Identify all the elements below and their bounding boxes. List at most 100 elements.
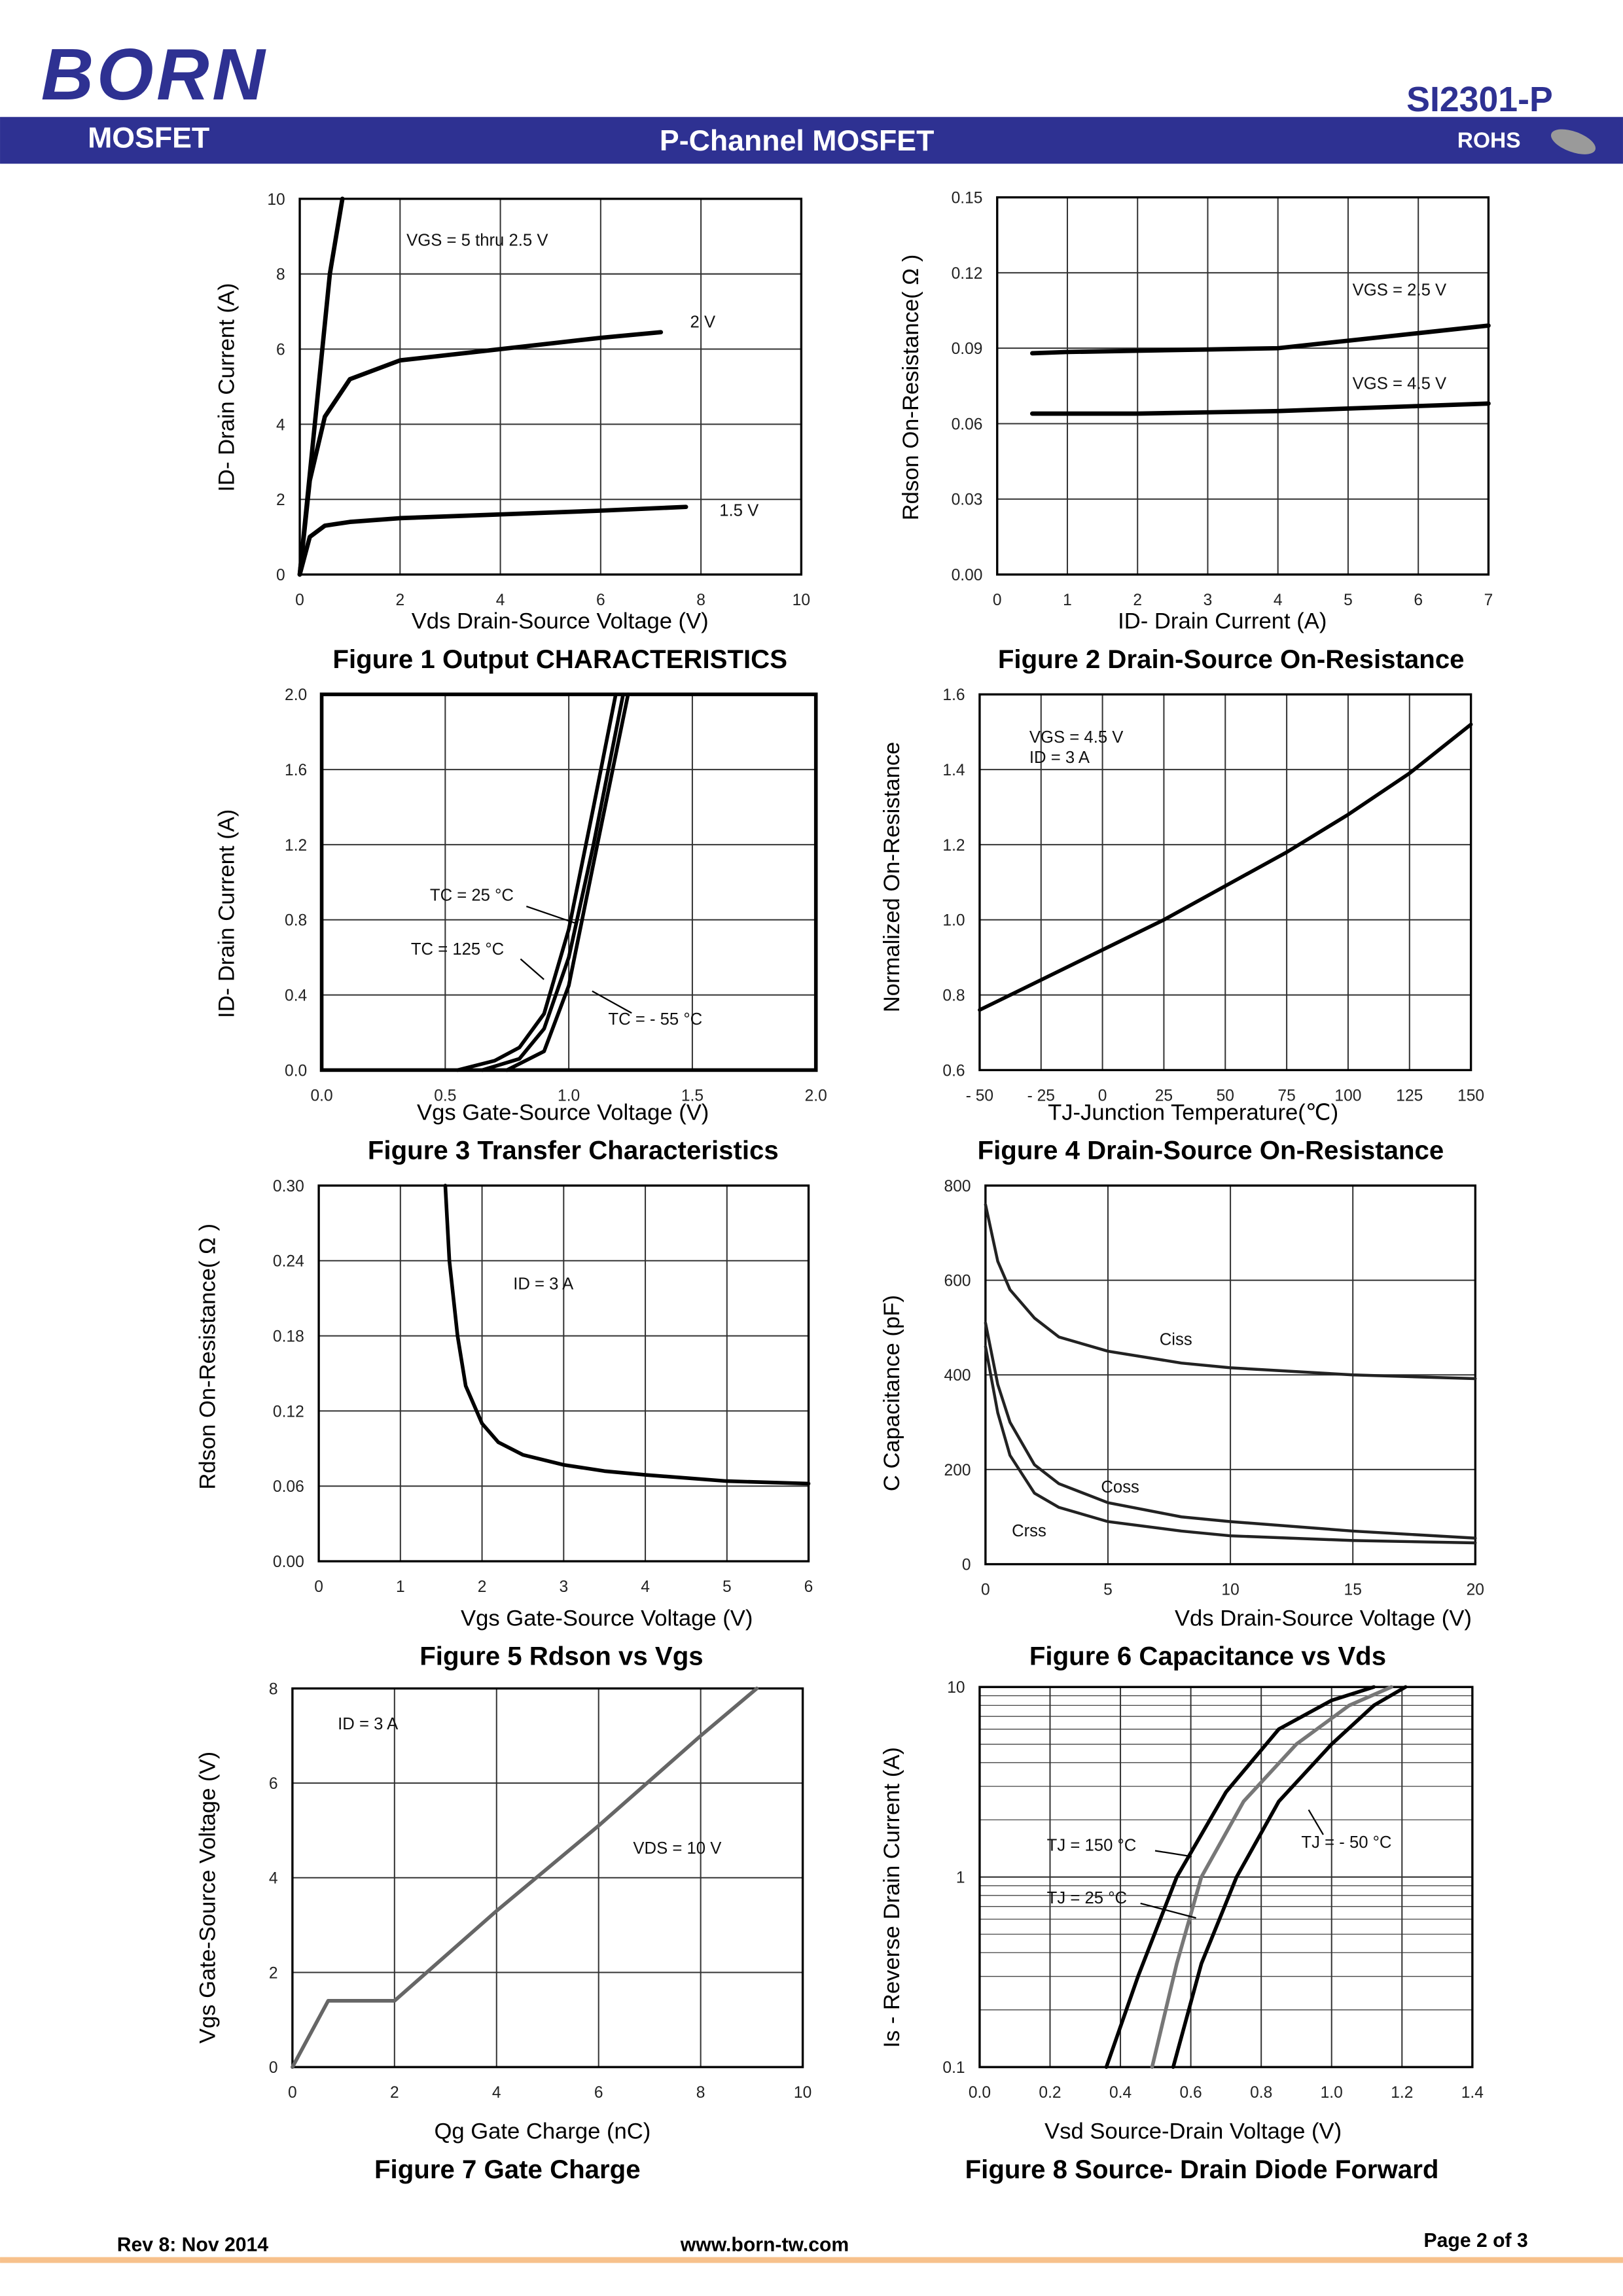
x-axis-label: Vgs Gate-Source Voltage (V)	[461, 1606, 753, 1631]
y-axis-label: ID- Drain Current (A)	[214, 283, 239, 491]
x-tick-label: 20	[1467, 1581, 1484, 1598]
y-axis-label: ID- Drain Current (A)	[214, 809, 239, 1018]
y-tick-label: 1.6	[285, 762, 307, 779]
curve-label: 2 V	[690, 313, 716, 331]
y-tick-label: 2.0	[285, 686, 307, 704]
y-tick-label: 0	[269, 2059, 278, 2077]
x-tick-label: 5	[1344, 592, 1353, 609]
y-tick-label: 0.12	[273, 1403, 304, 1421]
x-tick-label: 0	[314, 1578, 323, 1596]
part-number: SI2301-P	[1406, 80, 1553, 119]
y-tick-label: 0.24	[273, 1253, 304, 1271]
x-tick-label: 2.0	[805, 1087, 827, 1104]
y-tick-label: 2	[276, 491, 285, 509]
x-tick-label: 5	[1103, 1581, 1113, 1598]
x-tick-label: 3	[559, 1578, 568, 1596]
y-tick-label: 6	[276, 341, 285, 359]
curve	[984, 1345, 1477, 1545]
curve	[455, 692, 618, 1072]
curve	[291, 1686, 759, 2069]
y-tick-label: 0.03	[952, 491, 983, 509]
curve-label: TC = 25 °C	[430, 886, 514, 904]
plot-border	[291, 1687, 804, 2068]
y-tick-label: 0.8	[942, 987, 965, 1005]
x-tick-label: 4	[496, 592, 505, 609]
chart-title: Figure 6 Capacitance vs Vds	[1029, 1642, 1386, 1671]
x-tick-label: 0.5	[434, 1087, 456, 1104]
x-tick-label: 0	[295, 592, 304, 609]
x-axis-label: Vgs Gate-Source Voltage (V)	[417, 1100, 709, 1125]
y-tick-label: 8	[276, 266, 285, 284]
curve-label: VGS = 5 thru 2.5 V	[406, 231, 548, 249]
x-tick-label: 6	[594, 2084, 603, 2102]
y-tick-label: 1.2	[285, 837, 307, 855]
y-tick-label: 0	[962, 1557, 971, 1574]
header-center: P-Channel MOSFET	[660, 125, 934, 157]
y-tick-label: 4	[269, 1870, 278, 1888]
leader-line	[1154, 1850, 1192, 1858]
y-tick-label: 400	[944, 1367, 971, 1385]
annotation: VGS = 4.5 V	[1029, 728, 1124, 747]
x-tick-label: 1.2	[1391, 2084, 1413, 2102]
y-tick-label: 800	[944, 1178, 971, 1195]
footer-line	[0, 2257, 1623, 2263]
chart-title: Figure 4 Drain-Source On-Resistance	[978, 1136, 1444, 1165]
x-tick-label: 4	[641, 1578, 650, 1596]
chart-title: Figure 5 Rdson vs Vgs	[419, 1642, 703, 1671]
leader-line	[1140, 1902, 1196, 1919]
curve	[505, 692, 630, 1072]
y-tick-label: 0.8	[285, 912, 307, 930]
y-tick-label: 6	[269, 1775, 278, 1793]
plot-border	[984, 1184, 1476, 1566]
x-tick-label: 10	[793, 592, 810, 609]
header-bar	[0, 116, 1623, 164]
x-axis-label: Vds Drain-Source Voltage (V)	[1175, 1606, 1472, 1631]
footer-rev: Rev 8: Nov 2014	[117, 2234, 269, 2256]
curve	[978, 722, 1473, 1012]
x-tick-label: 0	[288, 2084, 297, 2102]
curve-label: VGS = 2.5 V	[1353, 281, 1447, 299]
x-tick-label: 0.2	[1039, 2084, 1061, 2102]
x-tick-label: - 50	[966, 1087, 993, 1104]
y-tick-label: 10	[267, 191, 285, 209]
plot-border	[978, 693, 1472, 1072]
x-tick-label: 10	[1221, 1581, 1239, 1598]
x-tick-label: 6	[596, 592, 605, 609]
y-tick-label: 1.0	[942, 912, 965, 930]
x-axis-label: TJ-Junction Temperature(℃)	[1048, 1100, 1338, 1125]
x-tick-label: 0.8	[1250, 2084, 1272, 2102]
x-tick-label: 6	[1414, 592, 1423, 609]
annotation: ID = 3 A	[1029, 749, 1090, 767]
curve	[1171, 1685, 1408, 2069]
x-axis-label: ID- Drain Current (A)	[1118, 609, 1327, 634]
curve	[1104, 1685, 1376, 2069]
header-right: ROHS	[1457, 129, 1521, 153]
x-tick-label: 1	[1063, 592, 1072, 609]
annotation: ID = 3 A	[513, 1275, 574, 1294]
x-tick-label: 0	[981, 1581, 990, 1598]
y-axis-label: Rdson On-Resistance( Ω )	[195, 1224, 220, 1490]
y-tick-label: 0.0	[285, 1062, 307, 1080]
curve	[1150, 1685, 1393, 2069]
x-tick-label: 4	[492, 2084, 501, 2102]
header-left: MOSFET	[88, 122, 209, 154]
footer-url: www.born-tw.com	[680, 2234, 849, 2256]
curve-label: TC = - 55 °C	[608, 1010, 702, 1029]
chart-title: Figure 8 Source- Drain Diode Forward	[965, 2155, 1439, 2184]
plot-border	[319, 692, 818, 1072]
x-tick-label: 6	[804, 1578, 813, 1596]
curve-label: TJ = - 50 °C	[1301, 1833, 1391, 1852]
y-tick-label: 1.4	[942, 762, 965, 779]
curve-label: VGS = 4.5 V	[1353, 374, 1447, 393]
curve	[297, 330, 664, 577]
x-tick-label: 0.0	[310, 1087, 332, 1104]
curve	[984, 1203, 1477, 1381]
x-tick-label: 8	[696, 2084, 705, 2102]
chart-title: Figure 3 Transfer Characteristics	[368, 1136, 779, 1165]
y-tick-label: 0.12	[952, 265, 983, 283]
logo: BORN	[41, 33, 268, 115]
curve	[480, 692, 625, 1072]
x-tick-label: 100	[1334, 1087, 1361, 1104]
